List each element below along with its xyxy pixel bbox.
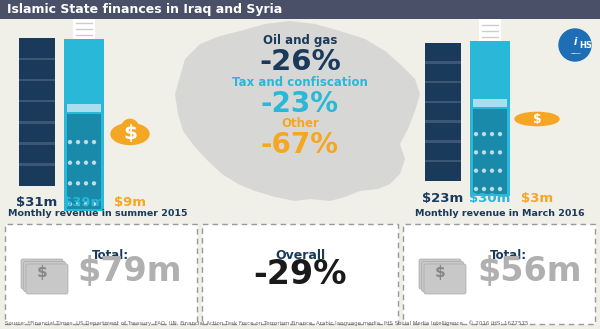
Text: -29%: -29% xyxy=(253,258,347,291)
Text: -23%: -23% xyxy=(261,90,339,118)
Text: $3m: $3m xyxy=(521,192,553,205)
Text: Tax and confiscation: Tax and confiscation xyxy=(232,76,368,89)
Text: $39m: $39m xyxy=(64,196,104,209)
FancyBboxPatch shape xyxy=(0,0,600,19)
Text: Monthly revenue in March 2016: Monthly revenue in March 2016 xyxy=(415,209,584,218)
Text: -67%: -67% xyxy=(261,131,339,159)
Circle shape xyxy=(68,182,71,185)
FancyBboxPatch shape xyxy=(64,39,104,211)
Ellipse shape xyxy=(111,124,149,144)
Circle shape xyxy=(499,169,502,172)
Circle shape xyxy=(85,161,88,164)
FancyBboxPatch shape xyxy=(67,104,101,113)
Text: i: i xyxy=(574,37,577,47)
Circle shape xyxy=(491,169,493,172)
FancyBboxPatch shape xyxy=(425,61,461,64)
FancyBboxPatch shape xyxy=(479,0,501,41)
Circle shape xyxy=(499,151,502,154)
FancyBboxPatch shape xyxy=(19,38,55,186)
Text: $9m: $9m xyxy=(114,196,146,209)
Circle shape xyxy=(475,169,478,172)
PathPatch shape xyxy=(175,21,420,201)
FancyBboxPatch shape xyxy=(5,224,197,324)
FancyBboxPatch shape xyxy=(19,164,55,166)
FancyBboxPatch shape xyxy=(19,79,55,81)
FancyBboxPatch shape xyxy=(425,101,461,103)
Circle shape xyxy=(482,151,485,154)
Circle shape xyxy=(482,169,485,172)
Circle shape xyxy=(122,119,139,136)
FancyBboxPatch shape xyxy=(26,264,68,294)
FancyBboxPatch shape xyxy=(425,120,461,123)
Circle shape xyxy=(77,161,79,164)
Text: $23m: $23m xyxy=(422,192,464,205)
Circle shape xyxy=(491,151,493,154)
FancyBboxPatch shape xyxy=(425,81,461,84)
Text: ___: ___ xyxy=(570,48,580,54)
Text: Islamic State finances in Iraq and Syria: Islamic State finances in Iraq and Syria xyxy=(7,3,282,16)
Circle shape xyxy=(85,203,88,206)
Circle shape xyxy=(499,133,502,136)
Text: $: $ xyxy=(434,265,445,280)
Text: $79m: $79m xyxy=(78,255,182,288)
Text: $56m: $56m xyxy=(478,255,582,288)
FancyBboxPatch shape xyxy=(73,0,95,39)
FancyBboxPatch shape xyxy=(473,99,507,107)
FancyBboxPatch shape xyxy=(19,142,55,145)
FancyBboxPatch shape xyxy=(424,264,466,294)
Circle shape xyxy=(85,140,88,143)
Circle shape xyxy=(68,140,71,143)
Circle shape xyxy=(68,161,71,164)
FancyBboxPatch shape xyxy=(425,43,461,181)
FancyBboxPatch shape xyxy=(419,259,461,289)
Text: $: $ xyxy=(37,265,47,280)
Circle shape xyxy=(475,188,478,190)
FancyBboxPatch shape xyxy=(202,224,398,324)
Circle shape xyxy=(92,161,95,164)
FancyBboxPatch shape xyxy=(19,121,55,124)
FancyBboxPatch shape xyxy=(425,160,461,162)
Circle shape xyxy=(475,151,478,154)
Circle shape xyxy=(92,203,95,206)
Circle shape xyxy=(491,133,493,136)
Text: Monthly revenue in summer 2015: Monthly revenue in summer 2015 xyxy=(8,209,187,218)
Text: Total:: Total: xyxy=(490,249,527,262)
FancyBboxPatch shape xyxy=(19,58,55,60)
FancyBboxPatch shape xyxy=(21,259,63,289)
FancyBboxPatch shape xyxy=(19,100,55,102)
Circle shape xyxy=(85,182,88,185)
Circle shape xyxy=(482,133,485,136)
Text: -26%: -26% xyxy=(259,48,341,76)
Text: Source: *Financial Times, US Department of Treasury, FAO, UN, Financial Action T: Source: *Financial Times, US Department … xyxy=(5,320,529,326)
FancyBboxPatch shape xyxy=(23,262,65,291)
Circle shape xyxy=(559,29,591,61)
Text: Overall: Overall xyxy=(275,249,325,262)
FancyBboxPatch shape xyxy=(425,140,461,142)
FancyBboxPatch shape xyxy=(473,109,507,194)
Circle shape xyxy=(482,188,485,190)
FancyBboxPatch shape xyxy=(470,41,510,196)
FancyBboxPatch shape xyxy=(421,262,464,291)
Text: Other: Other xyxy=(281,117,319,130)
Circle shape xyxy=(77,182,79,185)
Ellipse shape xyxy=(515,113,559,126)
Circle shape xyxy=(475,133,478,136)
FancyBboxPatch shape xyxy=(67,114,101,209)
Text: $30m: $30m xyxy=(469,192,511,205)
Circle shape xyxy=(77,140,79,143)
Circle shape xyxy=(499,188,502,190)
FancyBboxPatch shape xyxy=(403,224,595,324)
Text: Oil and gas: Oil and gas xyxy=(263,34,337,47)
Text: $31m: $31m xyxy=(16,196,58,209)
Text: Total:: Total: xyxy=(91,249,128,262)
Circle shape xyxy=(92,140,95,143)
Circle shape xyxy=(68,203,71,206)
Text: $: $ xyxy=(533,113,541,125)
Text: $: $ xyxy=(123,124,137,143)
Circle shape xyxy=(92,182,95,185)
Text: HS: HS xyxy=(579,40,592,49)
Circle shape xyxy=(77,203,79,206)
Circle shape xyxy=(491,188,493,190)
